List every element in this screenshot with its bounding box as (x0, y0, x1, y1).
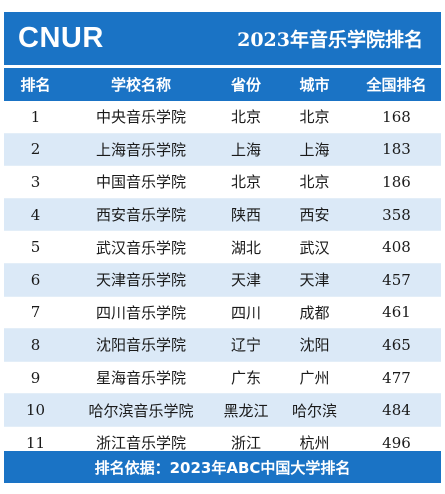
table-row: 2 上海音乐学院 上海 上海 183 (4, 133, 441, 167)
column-header-national-rank: 全国排名 (352, 68, 441, 101)
cell-national-rank: 484 (352, 393, 441, 427)
cell-rank: 3 (4, 165, 67, 199)
ranking-table: 排名 学校名称 省份 城市 全国排名 1 中央音乐学院 北京 北京 168 2 … (4, 68, 441, 460)
cell-rank: 5 (4, 230, 67, 264)
cell-school: 武汉音乐学院 (67, 230, 215, 264)
cell-school: 天津音乐学院 (67, 263, 215, 297)
cell-rank: 4 (4, 198, 67, 232)
cell-rank: 9 (4, 361, 67, 395)
cell-rank: 6 (4, 263, 67, 297)
column-header-school: 学校名称 (67, 68, 215, 101)
cell-city: 北京 (277, 101, 352, 134)
cell-city: 西安 (277, 198, 352, 232)
brand-logo: CNUR (18, 22, 104, 54)
page-title: 2023年音乐学院排名 (237, 29, 423, 51)
table-row: 3 中国音乐学院 北京 北京 186 (4, 165, 441, 199)
table-row: 8 沈阳音乐学院 辽宁 沈阳 465 (4, 328, 441, 362)
cell-rank: 1 (4, 101, 67, 134)
table-row: 10 哈尔滨音乐学院 黑龙江 哈尔滨 484 (4, 393, 441, 427)
cell-national-rank: 358 (352, 198, 441, 232)
cell-national-rank: 457 (352, 263, 441, 297)
cell-province: 陕西 (215, 198, 277, 232)
table-row: 5 武汉音乐学院 湖北 武汉 408 (4, 230, 441, 264)
cell-national-rank: 183 (352, 133, 441, 167)
table-row: 4 西安音乐学院 陕西 西安 358 (4, 198, 441, 232)
cell-province: 北京 (215, 101, 277, 134)
header-bar: CNUR 2023年音乐学院排名 (4, 12, 441, 65)
cell-rank: 7 (4, 296, 67, 330)
table-row: 9 星海音乐学院 广东 广州 477 (4, 361, 441, 395)
cell-national-rank: 168 (352, 101, 441, 134)
cell-school: 星海音乐学院 (67, 361, 215, 395)
cell-school: 中央音乐学院 (67, 101, 215, 134)
cell-province: 四川 (215, 296, 277, 330)
cell-rank: 2 (4, 133, 67, 167)
table-row: 7 四川音乐学院 四川 成都 461 (4, 296, 441, 330)
cell-national-rank: 461 (352, 296, 441, 330)
cell-school: 四川音乐学院 (67, 296, 215, 330)
cell-national-rank: 408 (352, 230, 441, 264)
column-header-city: 城市 (277, 68, 352, 101)
cell-province: 天津 (215, 263, 277, 297)
cell-city: 武汉 (277, 230, 352, 264)
cell-city: 天津 (277, 263, 352, 297)
table-header-row: 排名 学校名称 省份 城市 全国排名 (4, 68, 441, 101)
cell-national-rank: 477 (352, 361, 441, 395)
footer-source-note: 排名依据：2023年ABC中国大学排名 (4, 451, 441, 483)
cell-city: 北京 (277, 165, 352, 199)
divider (4, 65, 441, 68)
cell-school: 哈尔滨音乐学院 (67, 393, 215, 427)
cell-rank: 8 (4, 328, 67, 362)
cell-province: 黑龙江 (215, 393, 277, 427)
column-header-province: 省份 (215, 68, 277, 101)
cell-province: 湖北 (215, 230, 277, 264)
cell-province: 辽宁 (215, 328, 277, 362)
cell-rank: 10 (4, 393, 67, 427)
cell-school: 西安音乐学院 (67, 198, 215, 232)
cell-school: 中国音乐学院 (67, 165, 215, 199)
cell-school: 上海音乐学院 (67, 133, 215, 167)
cell-city: 哈尔滨 (277, 393, 352, 427)
cell-city: 沈阳 (277, 328, 352, 362)
table-row: 1 中央音乐学院 北京 北京 168 (4, 101, 441, 134)
cell-city: 成都 (277, 296, 352, 330)
cell-national-rank: 465 (352, 328, 441, 362)
cell-national-rank: 186 (352, 165, 441, 199)
cell-city: 上海 (277, 133, 352, 167)
table-row: 6 天津音乐学院 天津 天津 457 (4, 263, 441, 297)
cell-province: 北京 (215, 165, 277, 199)
cell-province: 上海 (215, 133, 277, 167)
cell-city: 广州 (277, 361, 352, 395)
cell-province: 广东 (215, 361, 277, 395)
cell-school: 沈阳音乐学院 (67, 328, 215, 362)
column-header-rank: 排名 (4, 68, 67, 101)
